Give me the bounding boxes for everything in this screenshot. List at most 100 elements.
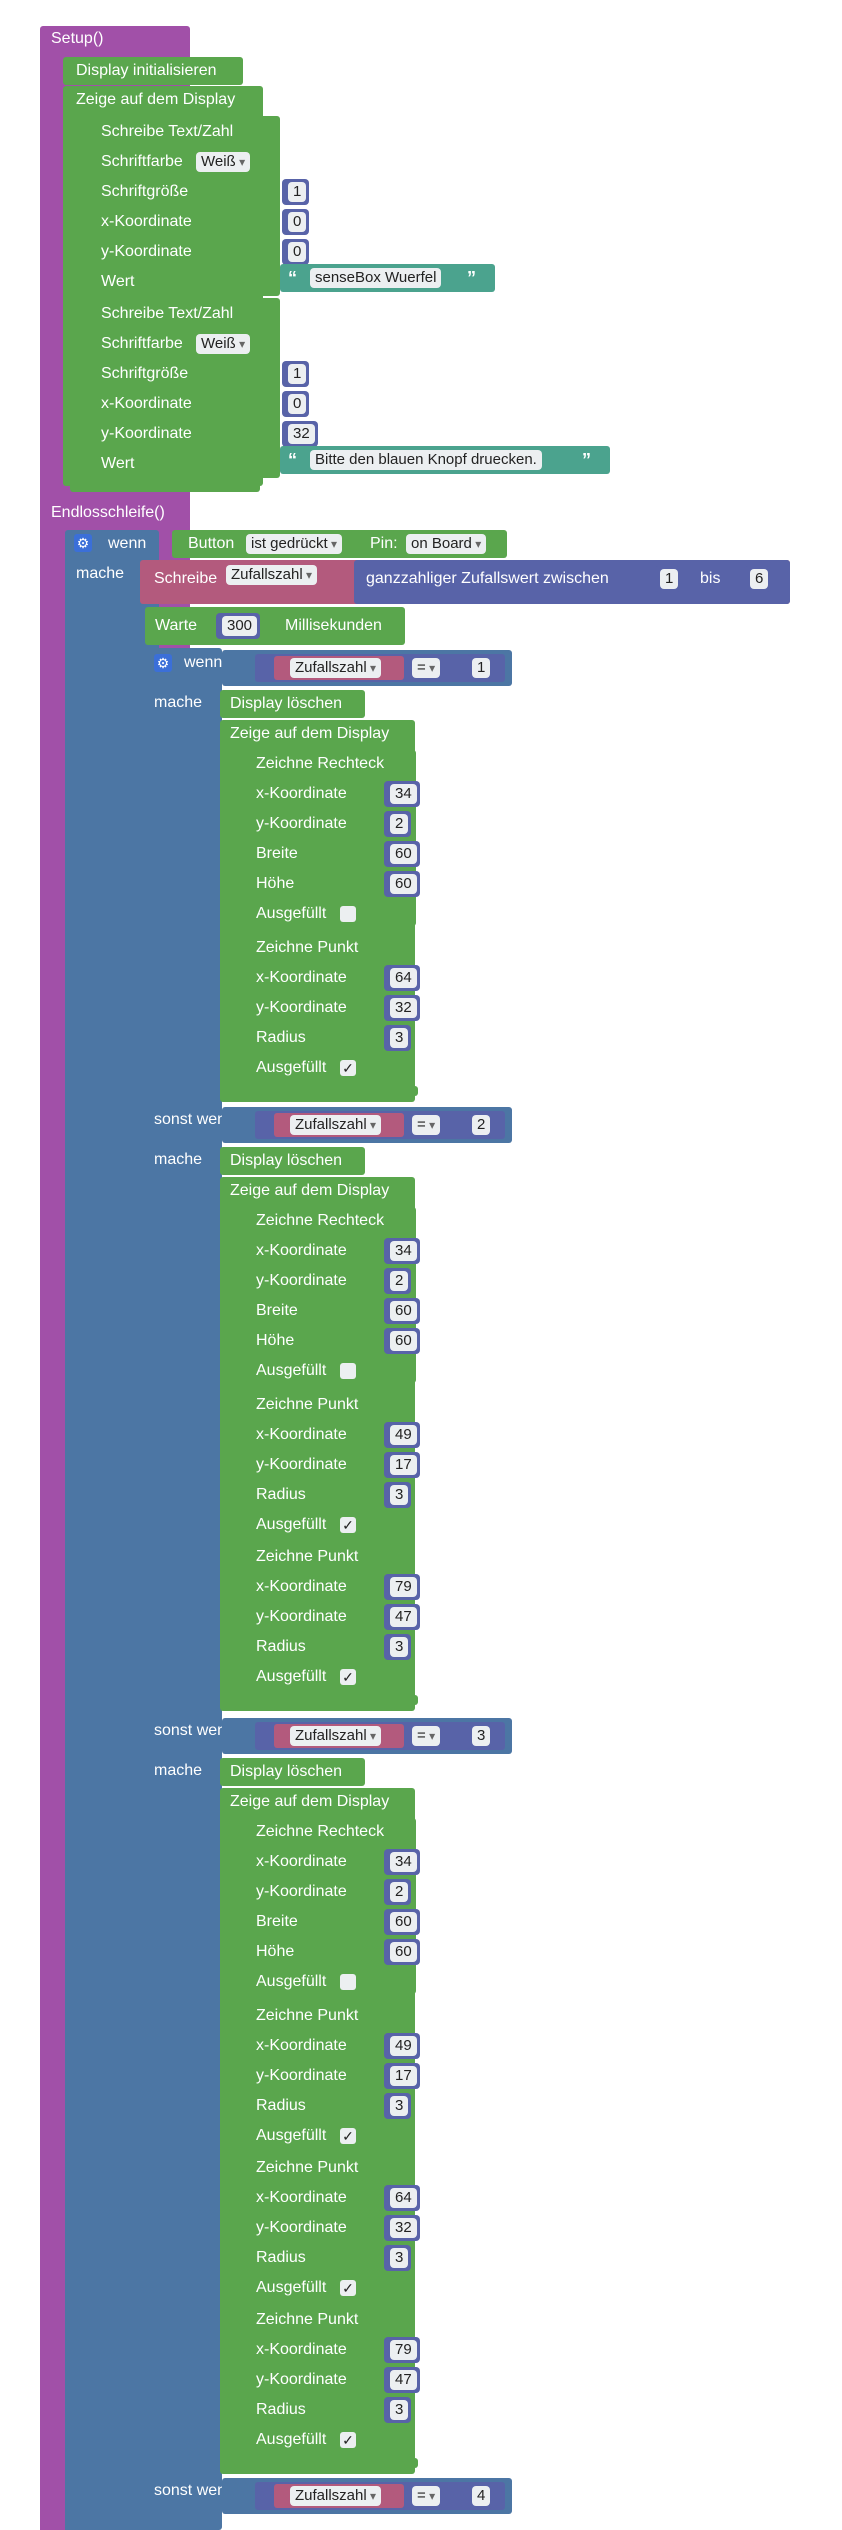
point-y-block[interactable]: 47 bbox=[384, 1604, 420, 1630]
rect-x-field[interactable]: 34 bbox=[390, 784, 417, 804]
rect-y-field[interactable]: 2 bbox=[390, 1271, 409, 1291]
wait-ms-block[interactable]: 300 bbox=[216, 613, 261, 639]
point-y-field[interactable]: 17 bbox=[390, 1455, 417, 1475]
compare-value-block[interactable]: 1 bbox=[466, 655, 494, 681]
compare-value-block[interactable]: 2 bbox=[466, 1112, 494, 1138]
rect-y-block[interactable]: 2 bbox=[384, 811, 412, 837]
pin-dropdown[interactable]: on Board bbox=[406, 534, 487, 554]
point-radius-block[interactable]: 3 bbox=[384, 2093, 412, 2119]
point-radius-block[interactable]: 3 bbox=[384, 2397, 412, 2423]
clear-display-block[interactable] bbox=[220, 1758, 365, 1786]
x-coordinate-field[interactable]: 0 bbox=[288, 394, 307, 414]
rect-y-block[interactable]: 2 bbox=[384, 1268, 412, 1294]
write-text-block[interactable] bbox=[90, 116, 280, 296]
point-radius-field[interactable]: 3 bbox=[390, 1637, 409, 1657]
button-state-dropdown[interactable]: ist gedrückt bbox=[246, 534, 343, 554]
point-x-block[interactable]: 64 bbox=[384, 965, 420, 991]
variable-get-dropdown[interactable]: Zufallszahl bbox=[290, 1726, 382, 1746]
rect-h-block[interactable]: 60 bbox=[384, 1939, 420, 1965]
rect-w-field[interactable]: 60 bbox=[390, 1301, 417, 1321]
compare-value-block[interactable]: 4 bbox=[466, 2483, 494, 2509]
rect-h-field[interactable]: 60 bbox=[390, 1331, 417, 1351]
point-y-block[interactable]: 32 bbox=[384, 2215, 420, 2241]
wait-ms-field[interactable]: 300 bbox=[222, 616, 258, 636]
y-coordinate-field[interactable]: 32 bbox=[288, 424, 315, 444]
draw-point-block[interactable] bbox=[246, 2002, 391, 2150]
point-x-block[interactable]: 64 bbox=[384, 2185, 420, 2211]
point-radius-field[interactable]: 3 bbox=[390, 1485, 409, 1505]
random-min-block[interactable]: 1 bbox=[654, 566, 682, 592]
variable-dropdown[interactable]: Zufallszahl bbox=[226, 565, 318, 585]
point-y-field[interactable]: 17 bbox=[390, 2066, 417, 2086]
y-coordinate-block[interactable]: 32 bbox=[282, 421, 318, 447]
x-coordinate-field[interactable]: 0 bbox=[288, 212, 307, 232]
compare-value-field[interactable]: 1 bbox=[472, 658, 491, 678]
variable-get-dropdown[interactable]: Zufallszahl bbox=[290, 1115, 382, 1135]
operator-dropdown[interactable]: = bbox=[412, 2486, 441, 2506]
rect-h-field[interactable]: 60 bbox=[390, 874, 417, 894]
if-value-block[interactable] bbox=[145, 648, 222, 2530]
point-y-field[interactable]: 32 bbox=[390, 998, 417, 1018]
y-coordinate-field[interactable]: 0 bbox=[288, 242, 307, 262]
gear-icon[interactable]: ⚙ bbox=[74, 534, 92, 552]
random-int-block[interactable] bbox=[354, 560, 790, 604]
draw-point-block[interactable] bbox=[246, 1543, 391, 1691]
x-coordinate-block[interactable]: 0 bbox=[282, 209, 310, 235]
display-init-block[interactable] bbox=[63, 57, 243, 85]
font-size-block[interactable]: 1 bbox=[282, 179, 310, 205]
point-x-block[interactable]: 79 bbox=[384, 2337, 420, 2363]
draw-point-block[interactable] bbox=[246, 1391, 391, 1539]
operator-dropdown[interactable]: = bbox=[412, 1115, 441, 1135]
point-radius-field[interactable]: 3 bbox=[390, 1028, 409, 1048]
point-y-block[interactable]: 17 bbox=[384, 2063, 420, 2089]
x-coordinate-block[interactable]: 0 bbox=[282, 391, 310, 417]
rect-x-block[interactable]: 34 bbox=[384, 781, 420, 807]
point-y-block[interactable]: 32 bbox=[384, 995, 420, 1021]
draw-point-block[interactable] bbox=[246, 934, 391, 1082]
compare-value-field[interactable]: 4 bbox=[472, 2486, 491, 2506]
point-x-field[interactable]: 64 bbox=[390, 968, 417, 988]
font-size-field[interactable]: 1 bbox=[288, 182, 307, 202]
filled-checkbox[interactable]: ✓ bbox=[340, 1060, 356, 1076]
rect-w-block[interactable]: 60 bbox=[384, 841, 420, 867]
point-y-field[interactable]: 32 bbox=[390, 2218, 417, 2238]
clear-display-block[interactable] bbox=[220, 690, 365, 718]
clear-display-block[interactable] bbox=[220, 1147, 365, 1175]
filled-checkbox[interactable]: ✓ bbox=[340, 1669, 356, 1685]
point-y-block[interactable]: 17 bbox=[384, 1452, 420, 1478]
font-size-block[interactable]: 1 bbox=[282, 361, 310, 387]
filled-checkbox[interactable] bbox=[340, 1363, 356, 1379]
draw-rect-block[interactable] bbox=[246, 1207, 416, 1383]
point-radius-field[interactable]: 3 bbox=[390, 2400, 409, 2420]
operator-dropdown[interactable]: = bbox=[412, 658, 441, 678]
point-radius-block[interactable]: 3 bbox=[384, 2245, 412, 2271]
variable-get-dropdown[interactable]: Zufallszahl bbox=[290, 658, 382, 678]
write-text-block[interactable] bbox=[90, 298, 280, 478]
rect-h-field[interactable]: 60 bbox=[390, 1942, 417, 1962]
rect-x-block[interactable]: 34 bbox=[384, 1238, 420, 1264]
rect-w-block[interactable]: 60 bbox=[384, 1298, 420, 1324]
wait-block[interactable] bbox=[145, 607, 405, 645]
point-x-field[interactable]: 79 bbox=[390, 2340, 417, 2360]
operator-dropdown[interactable]: = bbox=[412, 1726, 441, 1746]
point-x-field[interactable]: 79 bbox=[390, 1577, 417, 1597]
rect-x-field[interactable]: 34 bbox=[390, 1852, 417, 1872]
draw-point-block[interactable] bbox=[246, 2154, 391, 2302]
point-x-field[interactable]: 49 bbox=[390, 2036, 417, 2056]
point-x-block[interactable]: 49 bbox=[384, 1422, 420, 1448]
point-x-block[interactable]: 49 bbox=[384, 2033, 420, 2059]
filled-checkbox[interactable]: ✓ bbox=[340, 1517, 356, 1533]
rect-w-field[interactable]: 60 bbox=[390, 1912, 417, 1932]
point-y-field[interactable]: 47 bbox=[390, 2370, 417, 2390]
point-radius-field[interactable]: 3 bbox=[390, 2096, 409, 2116]
random-max-block[interactable]: 6 bbox=[744, 566, 772, 592]
compare-value-field[interactable]: 2 bbox=[472, 1115, 491, 1135]
gear-icon[interactable]: ⚙ bbox=[154, 654, 172, 672]
point-x-field[interactable]: 49 bbox=[390, 1425, 417, 1445]
point-radius-block[interactable]: 3 bbox=[384, 1634, 412, 1660]
rect-w-block[interactable]: 60 bbox=[384, 1909, 420, 1935]
text-value-field[interactable]: Bitte den blauen Knopf druecken. bbox=[310, 450, 542, 470]
filled-checkbox[interactable]: ✓ bbox=[340, 2280, 356, 2296]
compare-value-block[interactable]: 3 bbox=[466, 1723, 494, 1749]
